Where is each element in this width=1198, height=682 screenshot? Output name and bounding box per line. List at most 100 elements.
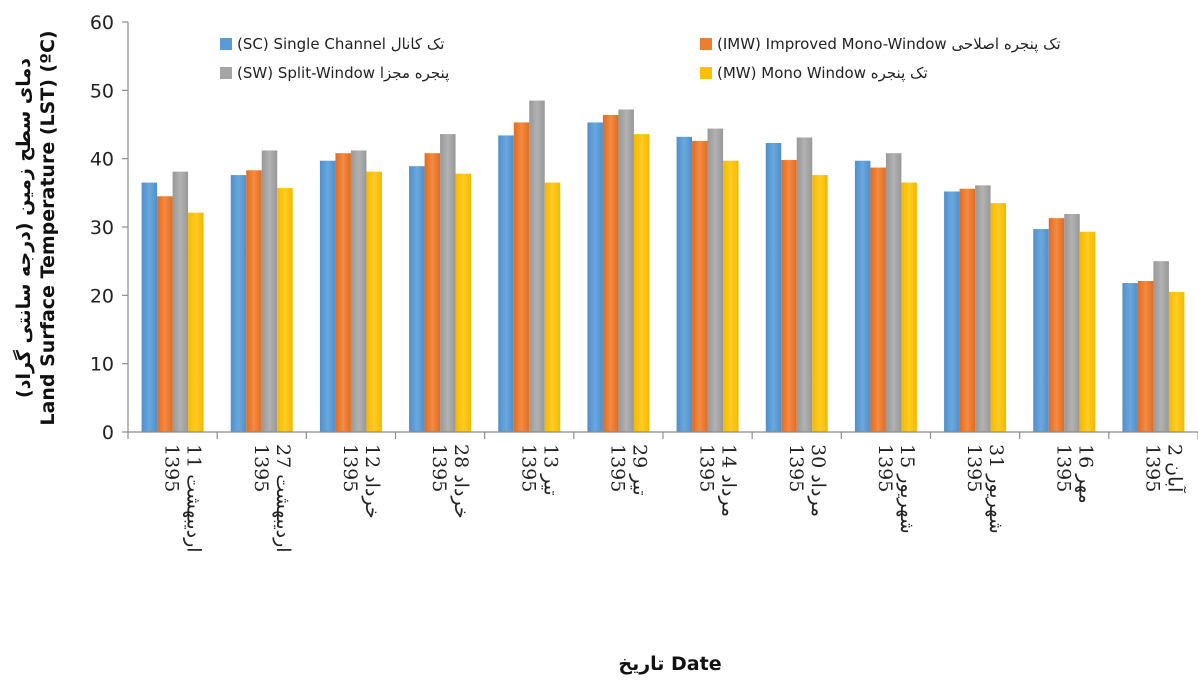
x-tick-label-line: 30 مرداد xyxy=(807,444,829,517)
bar-2-8 xyxy=(781,160,797,432)
bar-4-4 xyxy=(455,173,472,432)
bar-2-2 xyxy=(246,170,262,432)
bar-3-8 xyxy=(796,137,813,433)
x-tick-label-line: 11 اردیبهشت xyxy=(183,444,205,553)
bar-3-12 xyxy=(1153,261,1169,432)
bar-4-5 xyxy=(544,182,561,432)
y-tick-label: 30 xyxy=(90,217,114,239)
legend-label: (SC) Single Channel تک کانال xyxy=(237,35,444,53)
bar-2-10 xyxy=(959,188,976,432)
y-axis-title-en: Land Surface Temperature (LST) (ºC) xyxy=(37,30,59,425)
bar-3-3 xyxy=(350,150,367,432)
bar-4-2 xyxy=(277,188,293,432)
bar-1-8 xyxy=(765,142,782,432)
legend-swatch xyxy=(700,67,712,79)
y-tick-label: 60 xyxy=(90,12,114,34)
bar-3-11 xyxy=(1064,214,1080,432)
bar-3-7 xyxy=(707,128,724,432)
x-tick-label-line: 13 تیر xyxy=(539,444,561,496)
x-tick-label-line: 14 مرداد xyxy=(718,444,740,517)
x-tick-label-line: 1395 xyxy=(874,444,896,492)
x-tick-label-line: 1395 xyxy=(428,444,450,492)
bar-3-5 xyxy=(529,100,545,432)
legend-swatch xyxy=(220,38,232,50)
legend-label: (IMW) Improved Mono-Window تک پنجره اصلا… xyxy=(717,35,1061,54)
legend-label: (MW) Mono Window تک پنجره xyxy=(717,64,928,83)
x-tick-label-line: 1395 xyxy=(696,444,718,492)
bar-1-12 xyxy=(1122,283,1138,432)
legend: (SC) Single Channel تک کانال (IMW) Improv… xyxy=(220,35,1061,83)
x-tick-label-line: 12 خرداد xyxy=(361,444,383,519)
bar-2-7 xyxy=(692,140,708,432)
y-tick-label: 40 xyxy=(90,149,114,171)
x-tick-label-line: 15 شهریور xyxy=(896,444,918,534)
x-tick-label-line: 29 تیر xyxy=(628,444,650,496)
y-tick-label: 50 xyxy=(90,80,114,102)
bar-4-3 xyxy=(366,171,382,432)
y-tick-label: 0 xyxy=(102,422,114,444)
bar-2-12 xyxy=(1137,280,1154,432)
bar-1-6 xyxy=(587,122,603,432)
x-tick-label-line: 1395 xyxy=(161,444,183,492)
x-tick-label-line: 28 خرداد xyxy=(450,444,472,519)
x-tick-label-line: 31 شهریور xyxy=(985,444,1007,534)
bar-1-7 xyxy=(676,136,693,433)
bar-2-9 xyxy=(870,167,886,433)
bar-4-11 xyxy=(1079,231,1096,432)
legend-swatch xyxy=(220,67,232,79)
bar-1-4 xyxy=(409,166,425,432)
x-axis-title: تاریخ Date xyxy=(618,653,721,675)
x-tick-label-line: 27 اردیبهشت xyxy=(272,444,294,553)
bar-1-5 xyxy=(498,135,514,432)
bar-2-5 xyxy=(513,122,530,432)
x-tick-label-line: 1395 xyxy=(250,444,272,492)
bar-3-10 xyxy=(975,185,991,432)
bar-3-4 xyxy=(440,134,456,432)
bar-3-6 xyxy=(618,109,634,432)
bar-4-12 xyxy=(1168,291,1185,432)
legend-swatch xyxy=(700,38,712,50)
x-tick-label-line: 2 آبان xyxy=(1163,444,1186,493)
bar-1-11 xyxy=(1033,229,1049,432)
y-tick-label: 10 xyxy=(90,354,114,376)
bar-1-9 xyxy=(854,160,871,432)
bar-4-10 xyxy=(990,203,1007,432)
bar-2-1 xyxy=(157,196,173,432)
bar-3-9 xyxy=(885,153,902,432)
x-tick-label-line: 1395 xyxy=(517,444,539,492)
x-tick-label-line: 1395 xyxy=(1052,444,1074,492)
x-tick-label-line: 1395 xyxy=(1141,444,1163,492)
bar-2-6 xyxy=(602,114,619,433)
bar-1-10 xyxy=(944,191,960,432)
x-tick-label-line: 1395 xyxy=(339,444,361,492)
x-tick-label-line: 16 مهر xyxy=(1074,444,1096,504)
bar-4-1 xyxy=(188,212,204,432)
y-axis-title: دمای سطح زمین (درجه سانتی گراد) xyxy=(12,58,35,398)
bar-1-1 xyxy=(141,182,158,432)
bar-4-9 xyxy=(901,182,917,432)
x-tick-label-line: 1395 xyxy=(785,444,807,492)
bar-3-2 xyxy=(261,150,278,432)
x-tick-label-line: 1395 xyxy=(606,444,628,492)
bar-4-7 xyxy=(723,160,739,432)
bar-3-1 xyxy=(172,171,189,432)
bar-4-6 xyxy=(633,134,650,432)
bar-4-8 xyxy=(812,175,828,432)
bar-1-3 xyxy=(319,160,336,432)
bar-2-11 xyxy=(1048,218,1065,432)
bar-1-2 xyxy=(230,175,247,432)
